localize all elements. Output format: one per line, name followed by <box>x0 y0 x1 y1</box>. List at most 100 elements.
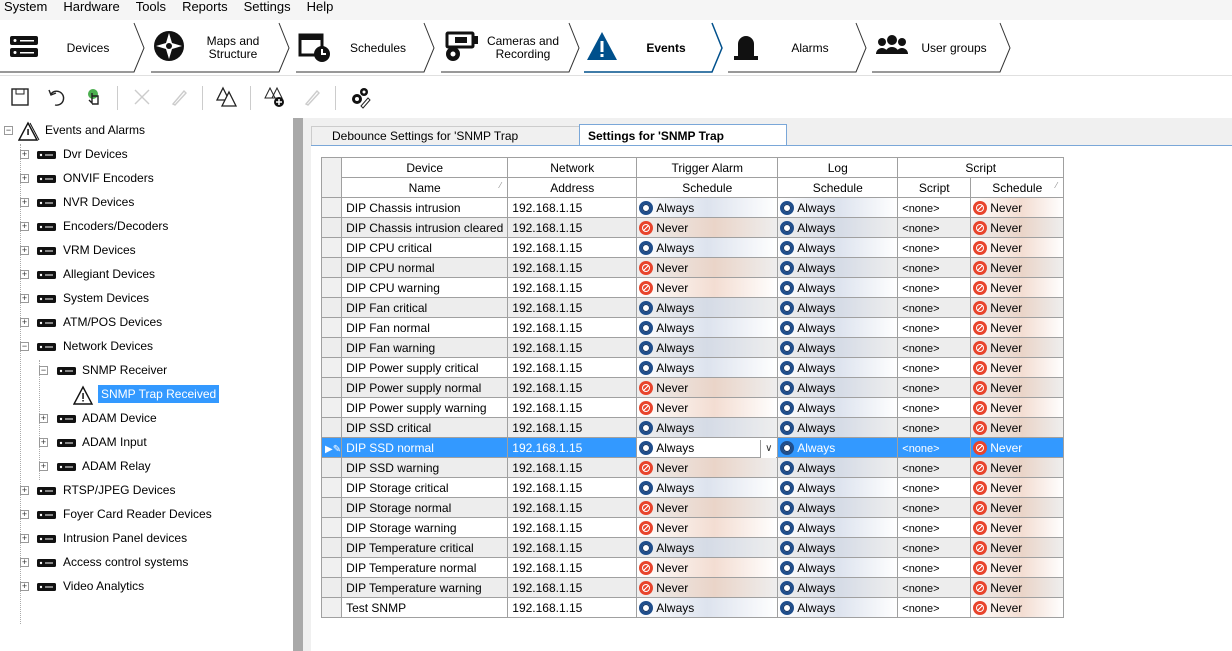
nav-events[interactable]: Events <box>578 22 728 74</box>
table-row[interactable]: DIP Temperature warning 192.168.1.15 Never… <box>320 577 1065 598</box>
menu-reports[interactable]: Reports <box>182 0 228 14</box>
table-row[interactable]: DIP Chassis intrusion cleared 192.168.1.1… <box>320 217 1065 238</box>
cell-address[interactable]: 192.168.1.15 <box>507 397 638 418</box>
table-row[interactable]: ▶✎ DIP SSD normal 192.168.1.15 Always ∨ Alway… <box>320 437 1065 458</box>
cell-schedule[interactable]: Never <box>636 517 779 538</box>
cell-name[interactable]: DIP Fan normal <box>341 317 509 338</box>
collapse-icon[interactable]: − <box>20 341 29 351</box>
expand-icon[interactable]: + <box>20 269 29 279</box>
edit-button[interactable] <box>165 84 193 112</box>
cell-schedule[interactable]: Always <box>777 377 899 398</box>
cell-script[interactable]: <none> <box>897 377 972 398</box>
cell-schedule[interactable]: Always <box>636 337 779 358</box>
tree-item[interactable]: + Video Analytics <box>0 576 293 598</box>
cell-schedule[interactable]: Always ∨ <box>636 437 779 458</box>
nav-maps-and-structure[interactable]: Maps and Structure <box>145 22 295 74</box>
expand-icon[interactable]: + <box>39 461 48 471</box>
row-header[interactable] <box>320 537 343 558</box>
row-header[interactable] <box>320 257 343 278</box>
cell-script[interactable]: <none> <box>897 557 972 578</box>
cell-schedule[interactable]: Always <box>777 237 899 258</box>
table-row[interactable]: DIP Storage normal 192.168.1.15 Never Alway… <box>320 497 1065 518</box>
tree-item[interactable]: + ATM/POS Devices <box>0 312 293 334</box>
cell-schedule[interactable]: Always <box>777 277 899 298</box>
tab-settings[interactable]: Settings for 'SNMP Trap Received' <box>579 124 787 165</box>
tree-item[interactable]: + Dvr Devices <box>0 144 293 166</box>
cell-name[interactable]: DIP Temperature warning <box>341 577 509 598</box>
row-header[interactable] <box>320 417 343 438</box>
cell-address[interactable]: 192.168.1.15 <box>507 317 638 338</box>
cell-schedule[interactable]: Never <box>970 217 1065 238</box>
cell-script[interactable]: <none> <box>897 317 972 338</box>
nav-cameras-and-recording[interactable]: Cameras and Recording <box>435 22 585 74</box>
cell-schedule[interactable]: Always <box>636 237 779 258</box>
menu-help[interactable]: Help <box>306 0 334 14</box>
tree-item[interactable]: + ADAM Input <box>0 432 293 454</box>
cell-schedule[interactable]: Always <box>636 417 779 438</box>
cell-schedule[interactable]: Always <box>777 577 899 598</box>
table-row[interactable]: DIP Fan critical 192.168.1.15 Always Always… <box>320 297 1065 318</box>
row-header[interactable] <box>320 197 343 218</box>
tree-item[interactable]: + ADAM Relay <box>0 456 293 478</box>
cell-schedule[interactable]: Always <box>636 297 779 318</box>
cell-address[interactable]: 192.168.1.15 <box>507 237 638 258</box>
cell-name[interactable]: DIP Storage warning <box>341 517 509 538</box>
table-row[interactable]: DIP SSD critical 192.168.1.15 Always Always… <box>320 417 1065 438</box>
expand-icon[interactable]: + <box>20 581 29 591</box>
table-row[interactable]: DIP CPU critical 192.168.1.15 Always Always… <box>320 237 1065 258</box>
cell-schedule[interactable]: Always <box>636 317 779 338</box>
nav-user-groups[interactable]: User groups <box>866 22 1016 74</box>
tree-item[interactable]: + NVR Devices <box>0 192 293 214</box>
settings-edit-button[interactable] <box>346 84 374 112</box>
event-types-button[interactable] <box>213 84 241 112</box>
cell-schedule[interactable]: Always <box>777 517 899 538</box>
column-header-schedule[interactable]: Schedule <box>777 177 899 198</box>
tree-item[interactable]: + Foyer Card Reader Devices <box>0 504 293 526</box>
cell-schedule[interactable]: Never <box>970 377 1065 398</box>
cell-schedule[interactable]: Never <box>970 237 1065 258</box>
cell-name[interactable]: DIP CPU warning <box>341 277 509 298</box>
row-header[interactable] <box>320 577 343 598</box>
cell-address[interactable]: 192.168.1.15 <box>507 277 638 298</box>
tree-item[interactable]: + VRM Devices <box>0 240 293 262</box>
cell-address[interactable]: 192.168.1.15 <box>507 437 638 458</box>
cell-address[interactable]: 192.168.1.15 <box>507 457 638 478</box>
cell-script[interactable]: <none> <box>897 217 972 238</box>
cell-schedule[interactable]: Never <box>636 497 779 518</box>
row-header[interactable] <box>320 357 343 378</box>
row-header[interactable] <box>320 477 343 498</box>
expand-icon[interactable]: + <box>20 509 29 519</box>
cell-address[interactable]: 192.168.1.15 <box>507 557 638 578</box>
cell-address[interactable]: 192.168.1.15 <box>507 597 638 618</box>
cell-script[interactable]: <none> <box>897 237 972 258</box>
nav-schedules[interactable]: Schedules <box>290 22 440 74</box>
tab-debounce-settings[interactable]: Debounce Settings for 'SNMP Trap Receive… <box>311 126 580 161</box>
cell-address[interactable]: 192.168.1.15 <box>507 337 638 358</box>
column-header-name[interactable]: Name ⁄ <box>341 177 509 198</box>
tree-item[interactable]: − Events and Alarms <box>0 120 293 142</box>
row-header[interactable] <box>320 317 343 338</box>
table-row[interactable]: DIP Fan normal 192.168.1.15 Always Always <n… <box>320 317 1065 338</box>
tree-item[interactable]: + Allegiant Devices <box>0 264 293 286</box>
cell-name[interactable]: Test SNMP <box>341 597 509 618</box>
cell-schedule[interactable]: Always <box>777 337 899 358</box>
touch-button[interactable] <box>80 84 108 112</box>
cell-name[interactable]: DIP Chassis intrusion <box>341 197 509 218</box>
cell-address[interactable]: 192.168.1.15 <box>507 257 638 278</box>
expand-icon[interactable]: + <box>39 437 48 447</box>
cell-name[interactable]: DIP SSD critical <box>341 417 509 438</box>
tree-item[interactable]: + Access control systems <box>0 552 293 574</box>
cell-schedule[interactable]: Never <box>636 257 779 278</box>
column-header-script[interactable]: Script <box>897 177 972 198</box>
menu-tools[interactable]: Tools <box>135 0 167 14</box>
cell-schedule[interactable]: Never <box>636 397 779 418</box>
cell-schedule[interactable]: Always <box>777 477 899 498</box>
expand-icon[interactable]: + <box>20 221 29 231</box>
chevron-down-icon[interactable]: ∨ <box>760 439 777 458</box>
tree-item[interactable]: + System Devices <box>0 288 293 310</box>
table-row[interactable]: DIP Storage warning 192.168.1.15 Never Alwa… <box>320 517 1065 538</box>
cell-name[interactable]: DIP CPU normal <box>341 257 509 278</box>
cell-schedule[interactable]: Always <box>777 457 899 478</box>
cell-schedule[interactable]: Always <box>777 557 899 578</box>
cell-script[interactable]: <none> <box>897 337 972 358</box>
